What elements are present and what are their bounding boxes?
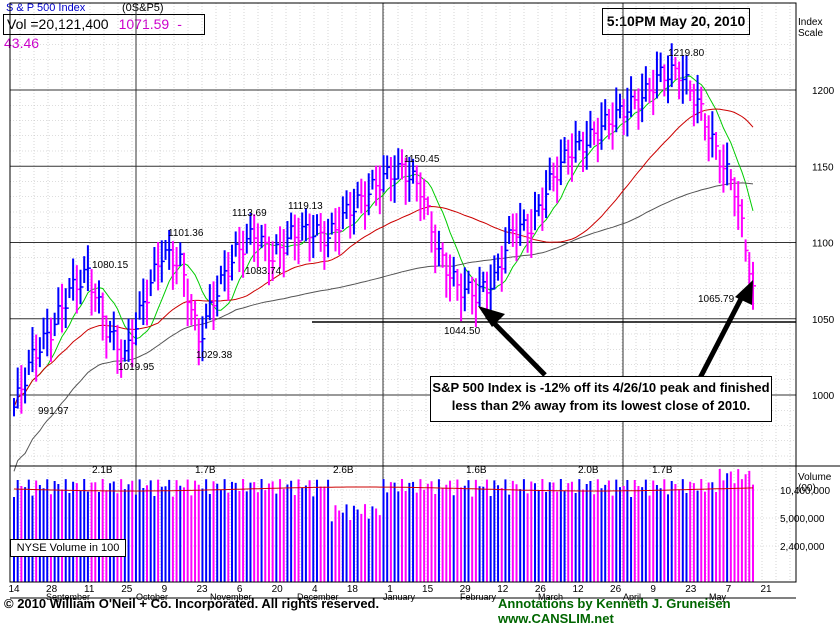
volume-peak-label: 2.6B bbox=[333, 465, 354, 476]
volume-peak-label: 2.0B bbox=[578, 465, 599, 476]
date-tick-label: 9 bbox=[162, 584, 168, 595]
index-symbol: (0S&P5) bbox=[122, 2, 164, 14]
arrow-head-right bbox=[735, 280, 753, 305]
date-tick-label: 11 bbox=[84, 584, 95, 595]
annotation-label: 1150.45 bbox=[404, 154, 440, 165]
annotation-label: 1119.13 bbox=[288, 201, 323, 212]
annotation-credit: Annotations by Kenneth J. Gruneisen www.… bbox=[498, 596, 731, 626]
month-label: April bbox=[623, 592, 641, 602]
plot-border bbox=[9, 2, 797, 583]
last-price: 1071.59 bbox=[118, 16, 170, 32]
month-label: November bbox=[210, 592, 252, 602]
volume-tick-label: 10,400,000 bbox=[780, 486, 830, 497]
index-name: S & P 500 Index bbox=[6, 2, 86, 14]
date-tick-label: 7 bbox=[726, 584, 732, 595]
date-tick-label: 26 bbox=[535, 584, 547, 595]
annotation-label: 1080.15 bbox=[92, 260, 129, 271]
date-tick-label: 1 bbox=[387, 584, 393, 595]
price-bars bbox=[13, 43, 756, 417]
annotation-label: 991.97 bbox=[38, 406, 69, 417]
price-tick-label: 1100 bbox=[812, 239, 834, 250]
arrow-line-left bbox=[485, 314, 547, 377]
annotation-box: S&P 500 Index is -12% off its 4/26/10 pe… bbox=[430, 376, 772, 422]
date-tick-label: 12 bbox=[572, 584, 584, 595]
date-tick-label: 23 bbox=[196, 584, 208, 595]
volume-tick-label: 5,000,000 bbox=[780, 514, 825, 525]
axes: 1000 1050 1100 1150 1200 10,400,000 5,000,000 2… bbox=[8, 2, 840, 602]
date-tick-label: 14 bbox=[8, 584, 20, 595]
date-tick-label: 9 bbox=[650, 584, 656, 595]
price-change: -43.46 bbox=[4, 16, 182, 51]
date-tick-label: 12 bbox=[497, 584, 509, 595]
price-tick-label: 1200 bbox=[812, 86, 835, 97]
price-tick-label: 1000 bbox=[812, 391, 835, 402]
volume-average-line bbox=[13, 486, 754, 492]
volume-bars: 2.1B 1.7B 2.6B 1.6B 2.0B 1.7B bbox=[13, 465, 754, 582]
price-annotations: 991.97 1080.15 1019.95 1101.36 1029.38 1113.6… bbox=[38, 48, 735, 417]
annotation-label: 1101.36 bbox=[168, 228, 204, 239]
ma-short-line bbox=[13, 75, 754, 408]
annotation-label: 1029.38 bbox=[196, 350, 233, 361]
month-label: October bbox=[136, 592, 168, 602]
timestamp-box: 5:10PM May 20, 2010 bbox=[602, 8, 750, 35]
month-label: March bbox=[538, 592, 563, 602]
arrow-head-left bbox=[478, 306, 505, 327]
index-scale-label: Index Scale bbox=[798, 17, 824, 39]
volume-peak-label: 1.7B bbox=[652, 465, 673, 476]
month-label: December bbox=[297, 592, 339, 602]
month-label: February bbox=[460, 592, 497, 602]
date-tick-label: 15 bbox=[422, 584, 434, 595]
date-tick-label: 25 bbox=[121, 584, 133, 595]
date-tick-label: 4 bbox=[312, 584, 318, 595]
date-tick-label: 23 bbox=[685, 584, 697, 595]
date-tick-label: 6 bbox=[237, 584, 243, 595]
nyse-volume-label: NYSE Volume in 100 bbox=[10, 539, 126, 557]
date-tick-label: 18 bbox=[347, 584, 359, 595]
month-label: September bbox=[46, 592, 90, 602]
annotation-label: 1083.74 bbox=[245, 266, 282, 277]
date-tick-label: 21 bbox=[760, 584, 772, 595]
volume-peak-label: 1.6B bbox=[466, 465, 487, 476]
volume-scale-label: Volume (00) bbox=[798, 472, 832, 494]
volume-tick-label: 2,400,000 bbox=[780, 542, 825, 553]
annotation-label: 1065.79 bbox=[698, 294, 735, 305]
volume-peak-label: 2.1B bbox=[92, 465, 113, 476]
volume-peak-label: 1.7B bbox=[195, 465, 216, 476]
date-tick-label: 26 bbox=[610, 584, 622, 595]
date-tick-label: 28 bbox=[46, 584, 58, 595]
arrow-line-right bbox=[697, 289, 748, 380]
price-tick-label: 1150 bbox=[812, 162, 834, 173]
pointer-arrows bbox=[478, 280, 753, 380]
price-tick-label: 1050 bbox=[812, 315, 835, 326]
ma-long-line bbox=[13, 182, 754, 472]
annotation-label: 1113.69 bbox=[232, 208, 267, 219]
date-tick-label: 29 bbox=[460, 584, 472, 595]
month-label: May bbox=[709, 592, 727, 602]
annotation-label: 1219.80 bbox=[668, 48, 705, 59]
copyright-text: © 2010 William O'Neil + Co. Incorporated… bbox=[4, 596, 380, 611]
annotation-label: 1019.95 bbox=[118, 362, 155, 373]
month-label: January bbox=[383, 592, 416, 602]
annotation-label: 1044.50 bbox=[444, 326, 481, 337]
date-tick-label: 20 bbox=[272, 584, 284, 595]
volume-value: Vol =20,121,400 bbox=[7, 16, 109, 32]
